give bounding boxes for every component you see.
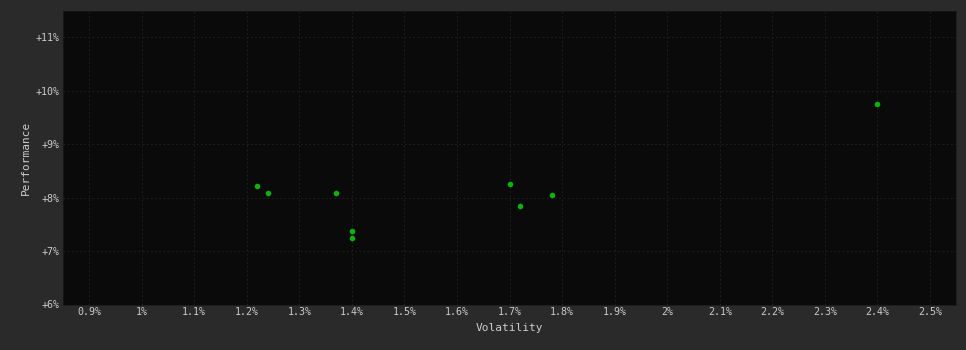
Point (869, 101, 885, 107)
X-axis label: Volatility: Volatility (476, 323, 543, 333)
Point (502, 181, 518, 187)
Point (344, 235, 359, 240)
Point (328, 190, 344, 196)
Y-axis label: Performance: Performance (20, 120, 31, 195)
Point (512, 203, 527, 208)
Point (544, 192, 559, 198)
Point (344, 228, 359, 233)
Point (249, 183, 265, 189)
Point (260, 190, 275, 196)
